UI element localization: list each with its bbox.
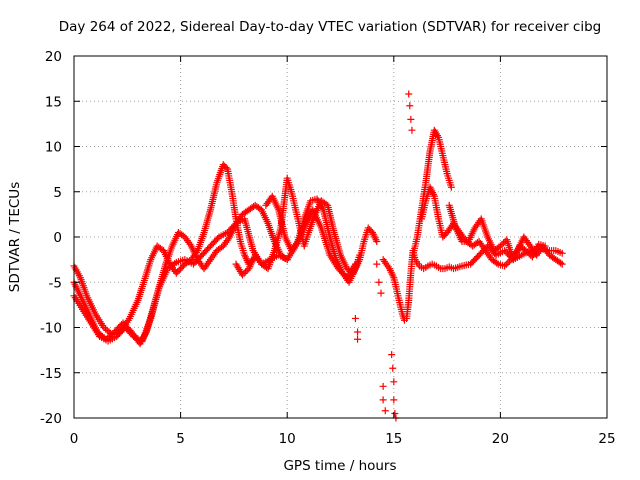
y-tick-labels: -20 -15 -10 -5 0 5 10 15 20: [40, 49, 62, 427]
data-point: [500, 239, 508, 247]
data-point: [558, 249, 566, 257]
data-point: [373, 238, 381, 246]
data-point: [390, 396, 398, 404]
data-point: [171, 260, 179, 268]
data-point: [498, 240, 506, 248]
data-point: [379, 382, 387, 390]
data-point: [408, 126, 416, 134]
data-point: [557, 259, 565, 267]
chart-title: Day 264 of 2022, Sidereal Day-to-day VTE…: [59, 19, 602, 35]
data-point: [493, 259, 501, 267]
data-point: [406, 102, 414, 110]
y-tick-label: -15: [40, 366, 62, 382]
y-tick-label: -10: [40, 321, 62, 337]
data-point: [390, 378, 398, 386]
data-point: [231, 221, 239, 229]
data-point: [238, 271, 246, 279]
data-point: [242, 268, 250, 276]
x-tick-label: 0: [70, 431, 79, 447]
data-point: [222, 164, 230, 172]
data-point: [354, 328, 362, 336]
x-tick-label: 20: [492, 431, 509, 447]
x-tick-labels: 0 5 10 15 20 25: [70, 431, 616, 447]
x-tick-label: 15: [385, 431, 402, 447]
data-point: [375, 278, 383, 286]
data-point: [354, 335, 362, 343]
data-point: [502, 260, 510, 268]
data-point: [243, 266, 251, 274]
data-point: [128, 331, 136, 339]
data-point: [541, 242, 549, 250]
data-point: [558, 260, 566, 268]
data-point: [447, 183, 455, 191]
data-point: [373, 260, 381, 268]
data-point: [407, 115, 415, 123]
y-tick-label: 5: [53, 185, 62, 201]
data-point: [524, 248, 532, 256]
x-tick-label: 10: [279, 431, 296, 447]
y-tick-label: 15: [45, 94, 62, 110]
data-point: [525, 250, 533, 258]
y-tick-label: 20: [45, 49, 62, 65]
data-point: [379, 396, 387, 404]
data-point: [377, 289, 385, 297]
data-point: [381, 407, 389, 415]
data-point: [522, 247, 530, 255]
data-points: [70, 90, 566, 422]
data-point: [356, 251, 364, 259]
data-point: [351, 314, 359, 322]
data-point: [240, 269, 248, 277]
x-tick-label: 25: [598, 431, 615, 447]
data-point: [501, 262, 509, 270]
data-point: [388, 351, 396, 359]
x-tick-label: 5: [176, 431, 185, 447]
y-tick-label: -5: [49, 275, 62, 291]
data-point: [389, 364, 397, 372]
y-tick-label: 0: [53, 230, 62, 246]
y-tick-label: 10: [45, 140, 62, 156]
axis-ticks: [73, 55, 608, 419]
data-point: [391, 409, 399, 417]
data-point: [504, 259, 512, 267]
data-point: [496, 242, 504, 250]
y-tick-label: -20: [40, 411, 62, 427]
y-axis-label: SDTVAR / TECUs: [7, 182, 23, 292]
data-point: [405, 90, 413, 98]
data-point: [214, 235, 222, 243]
x-axis-label: GPS time / hours: [283, 458, 396, 474]
